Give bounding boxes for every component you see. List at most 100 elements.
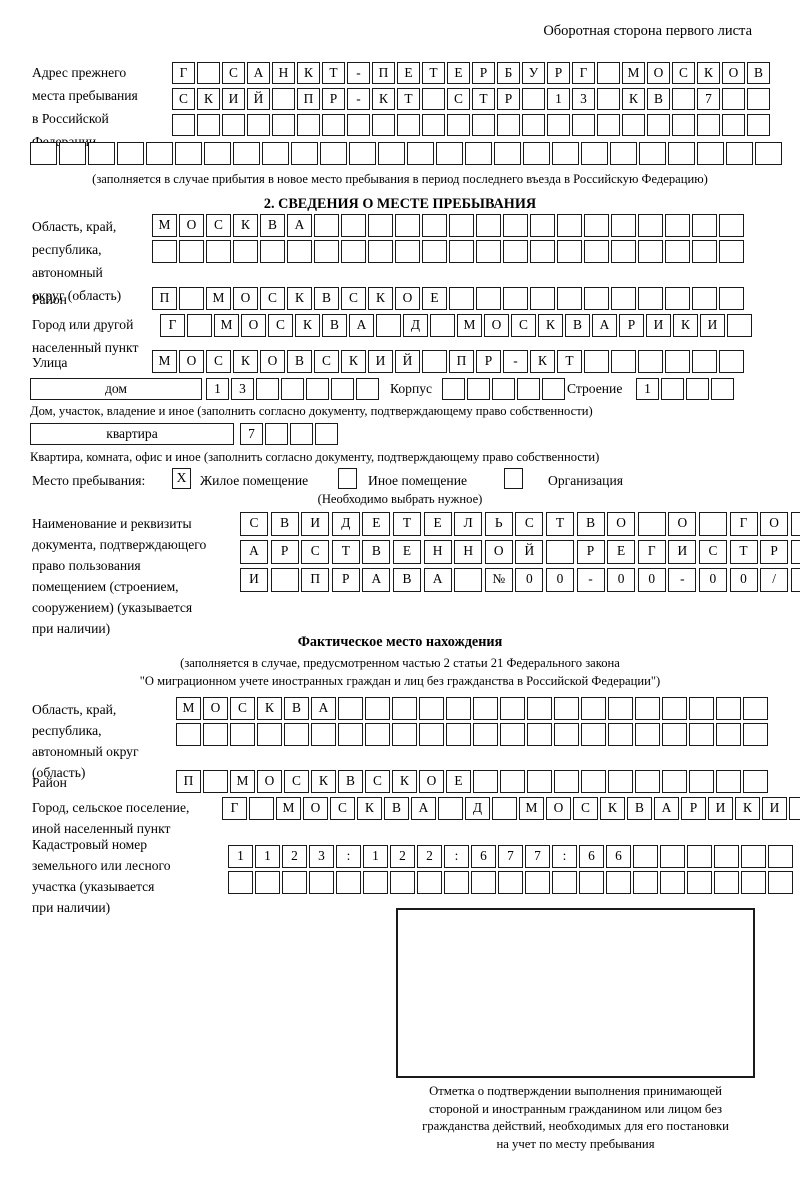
actual-region-r1-cell-16[interactable] <box>581 697 606 720</box>
prev-address-r2-cell-9[interactable]: К <box>372 88 395 110</box>
document-r3-cell-10[interactable]: 0 <box>515 568 544 592</box>
actual-region-r2-cell-22[interactable] <box>743 723 768 746</box>
prev-address-r4-cell-5[interactable] <box>146 142 173 165</box>
section2-region-r1-cell-8[interactable] <box>341 214 366 237</box>
cadastral-row-2[interactable] <box>228 871 795 894</box>
section2-street-cell-14[interactable]: - <box>503 350 528 373</box>
section2-street-cell-1[interactable]: М <box>152 350 177 373</box>
section2-region-r2-cell-19[interactable] <box>638 240 663 263</box>
section2-region-r1-cell-6[interactable]: А <box>287 214 312 237</box>
prev-address-r1-cell-2[interactable] <box>197 62 220 84</box>
document-r3-cell-11[interactable]: 0 <box>545 568 574 592</box>
cadastral-r2-cell-14[interactable] <box>579 871 604 894</box>
actual-region-r1-cell-12[interactable] <box>473 697 498 720</box>
prev-address-r4-cell-23[interactable] <box>668 142 695 165</box>
section2-street-cell-13[interactable]: Р <box>476 350 501 373</box>
cadastral-r2-cell-7[interactable] <box>390 871 415 894</box>
actual-district-cell-8[interactable]: С <box>365 770 390 793</box>
section2-region-r2-cell-14[interactable] <box>503 240 528 263</box>
section2-district-cell-6[interactable]: К <box>287 287 312 310</box>
section2-street-cell-6[interactable]: В <box>287 350 312 373</box>
prev-address-row-4[interactable] <box>30 142 784 165</box>
korpus-cell-3[interactable] <box>492 378 515 400</box>
stroenie-cell-1[interactable]: 1 <box>636 378 659 400</box>
section2-region-r1-cell-1[interactable]: М <box>152 214 177 237</box>
korpus-cell-5[interactable] <box>542 378 565 400</box>
cadastral-r1-cell-14[interactable]: 6 <box>579 845 604 868</box>
section2-street-cell-9[interactable]: И <box>368 350 393 373</box>
actual-district-cell-5[interactable]: С <box>284 770 309 793</box>
prev-address-r3-cell-12[interactable] <box>447 114 470 136</box>
actual-region-r2-cell-18[interactable] <box>635 723 660 746</box>
section2-region-r1-cell-17[interactable] <box>584 214 609 237</box>
actual-region-r1-cell-22[interactable] <box>743 697 768 720</box>
actual-region-r2-cell-3[interactable] <box>230 723 255 746</box>
cadastral-r2-cell-18[interactable] <box>687 871 712 894</box>
korpus-cells[interactable] <box>442 378 565 400</box>
section2-district-cell-8[interactable]: С <box>341 287 366 310</box>
document-r2-cell-11[interactable] <box>545 540 574 564</box>
cadastral-r1-cell-2[interactable]: 1 <box>255 845 280 868</box>
section2-city-cell-16[interactable]: В <box>565 314 590 337</box>
document-r3-cell-3[interactable]: П <box>301 568 330 592</box>
actual-city-cell-17[interactable]: А <box>654 797 679 820</box>
document-r2-cell-4[interactable]: Т <box>331 540 360 564</box>
cadastral-r1-cell-9[interactable]: : <box>444 845 469 868</box>
prev-address-r1-cell-1[interactable]: Г <box>172 62 195 84</box>
section2-street-cell-4[interactable]: К <box>233 350 258 373</box>
actual-region-r2-cell-9[interactable] <box>392 723 417 746</box>
cadastral-r1-cell-6[interactable]: 1 <box>363 845 388 868</box>
actual-region-r2-cell-7[interactable] <box>338 723 363 746</box>
cadastral-r1-cell-4[interactable]: 3 <box>309 845 334 868</box>
section2-city-cell-5[interactable]: С <box>268 314 293 337</box>
flat-cell-3[interactable] <box>290 423 313 445</box>
section2-district-cell-11[interactable]: Е <box>422 287 447 310</box>
cadastral-r1-cell-17[interactable] <box>660 845 685 868</box>
prev-address-r2-cell-8[interactable]: - <box>347 88 370 110</box>
document-r1-cell-10[interactable]: С <box>515 512 544 536</box>
actual-district-cell-2[interactable] <box>203 770 228 793</box>
document-r3-cell-7[interactable]: А <box>423 568 452 592</box>
section2-street-cell-11[interactable] <box>422 350 447 373</box>
section2-district-cell-12[interactable] <box>449 287 474 310</box>
prev-address-r2-cell-10[interactable]: Т <box>397 88 420 110</box>
document-r1-cell-11[interactable]: Т <box>545 512 574 536</box>
actual-region-r1-cell-9[interactable] <box>392 697 417 720</box>
section2-region-r2-cell-8[interactable] <box>341 240 366 263</box>
actual-city-cell-16[interactable]: В <box>627 797 652 820</box>
section2-city-cell-19[interactable]: И <box>646 314 671 337</box>
actual-region-row-2[interactable] <box>176 723 770 746</box>
actual-region-r2-cell-17[interactable] <box>608 723 633 746</box>
prev-address-r3-cell-6[interactable] <box>297 114 320 136</box>
prev-address-r4-cell-15[interactable] <box>436 142 463 165</box>
section2-region-r2-cell-13[interactable] <box>476 240 501 263</box>
document-r3-cell-17[interactable]: 0 <box>729 568 758 592</box>
section2-region-r2-cell-3[interactable] <box>206 240 231 263</box>
prev-address-r3-cell-10[interactable] <box>397 114 420 136</box>
cadastral-r1-cell-11[interactable]: 7 <box>498 845 523 868</box>
section2-region-r1-cell-14[interactable] <box>503 214 528 237</box>
prev-address-r1-cell-6[interactable]: К <box>297 62 320 84</box>
actual-region-r2-cell-12[interactable] <box>473 723 498 746</box>
prev-address-r4-cell-12[interactable] <box>349 142 376 165</box>
prev-address-r3-cell-19[interactable] <box>622 114 645 136</box>
prev-address-r4-cell-13[interactable] <box>378 142 405 165</box>
document-r1-cell-7[interactable]: Е <box>423 512 452 536</box>
section2-city-cell-18[interactable]: Р <box>619 314 644 337</box>
cadastral-r1-cell-8[interactable]: 2 <box>417 845 442 868</box>
section2-district-cell-15[interactable] <box>530 287 555 310</box>
prev-address-r3-cell-3[interactable] <box>222 114 245 136</box>
section2-district-cell-5[interactable]: С <box>260 287 285 310</box>
section2-region-r2-cell-21[interactable] <box>692 240 717 263</box>
actual-district-cell-17[interactable] <box>608 770 633 793</box>
prev-address-r1-cell-24[interactable]: В <box>747 62 770 84</box>
cadastral-r2-cell-16[interactable] <box>633 871 658 894</box>
document-r3-cell-5[interactable]: А <box>362 568 391 592</box>
flat-cell-1[interactable]: 7 <box>240 423 263 445</box>
actual-city-cell-14[interactable]: С <box>573 797 598 820</box>
prev-address-r3-cell-23[interactable] <box>722 114 745 136</box>
